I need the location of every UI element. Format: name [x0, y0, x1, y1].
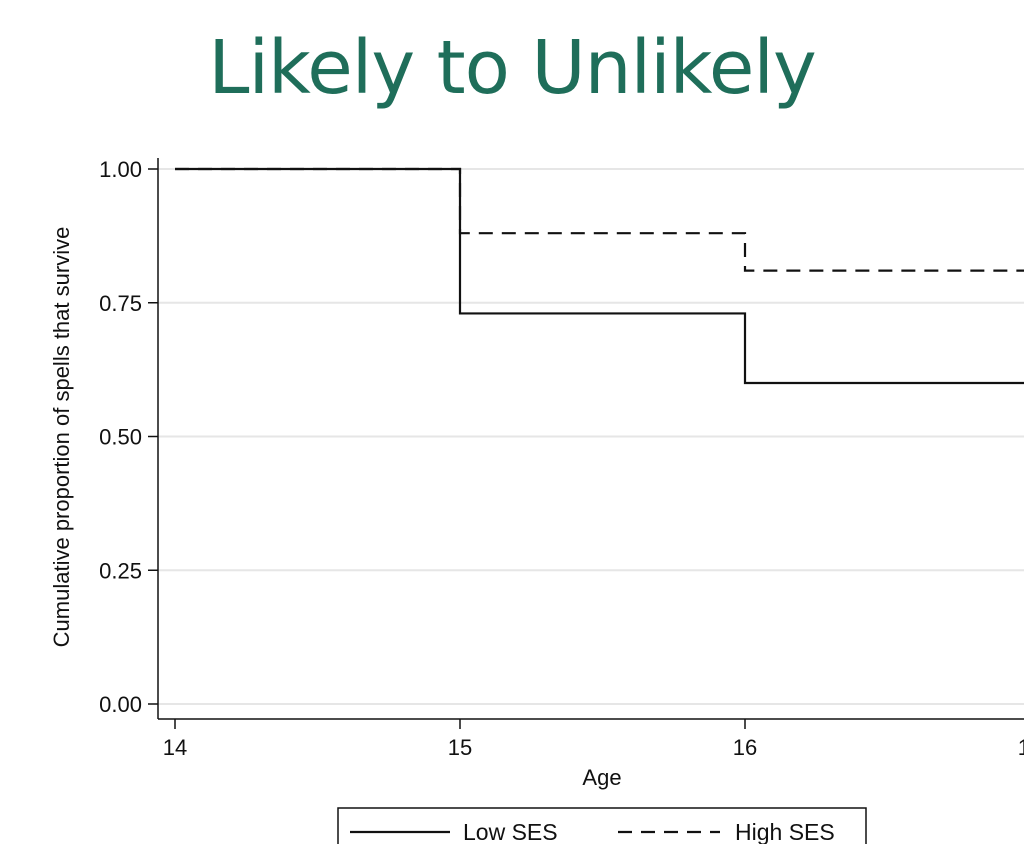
- series-line-low-ses: [175, 167, 1024, 385]
- series-line-high-ses: [175, 167, 1024, 272]
- series-layer: [175, 167, 1024, 385]
- axes: 0.00 0.25 0.50 0.75 1.00 14 15 16 17: [99, 157, 1024, 760]
- y-tick-label: 0.00: [99, 692, 142, 717]
- legend-label: Low SES: [463, 819, 558, 844]
- legend-box: [337, 807, 867, 844]
- x-tick-label: 14: [163, 735, 187, 760]
- legend-label: High SES: [735, 819, 835, 844]
- x-axis-label: Age: [582, 765, 621, 790]
- gridlines: [158, 168, 1024, 705]
- slide-title: Likely to Unlikely: [208, 25, 817, 111]
- x-tick-label: 17: [1018, 735, 1024, 760]
- x-tick-label: 15: [448, 735, 472, 760]
- y-tick-label: 0.50: [99, 425, 142, 450]
- y-tick-label: 0.25: [99, 558, 142, 583]
- x-tick-label: 16: [733, 735, 757, 760]
- legend: Low SES High SES: [337, 807, 867, 844]
- y-tick-label: 1.00: [99, 157, 142, 182]
- y-tick-label: 0.75: [99, 291, 142, 316]
- y-axis-label: Cumulative proportion of spells that sur…: [49, 227, 74, 648]
